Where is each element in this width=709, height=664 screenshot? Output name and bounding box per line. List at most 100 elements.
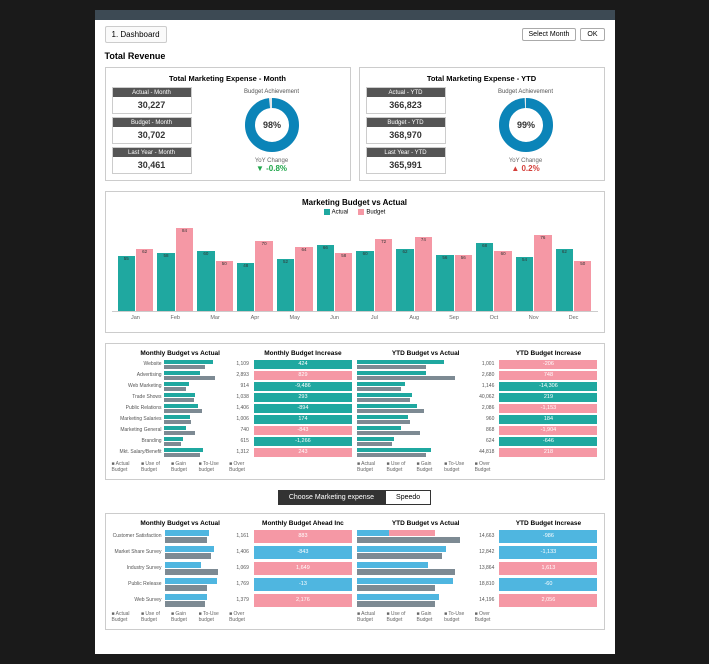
inc-cell: -206 (499, 360, 597, 369)
row-value: 44,818 (474, 449, 494, 455)
table-row: 14,196 (357, 594, 494, 607)
inc-cell: 883 (254, 530, 352, 543)
table-row: Public Release 1,769 (112, 578, 249, 591)
table-col: YTD Budget Increase-206748-14,306219-1,1… (499, 350, 597, 473)
kpi-card: Total Marketing Expense - YTD Actual - Y… (359, 67, 605, 181)
row-value: 624 (474, 438, 494, 444)
hbars (164, 426, 227, 435)
hbars (165, 594, 226, 607)
table-row: Web Survey 1,379 (112, 594, 249, 607)
kpi-metric-label: Actual - YTD (367, 88, 445, 97)
table-row: 14,663 (357, 530, 494, 543)
hbars (357, 578, 471, 591)
bar-budget: 74 (415, 237, 432, 310)
table-col: YTD Budget vs Actual 14,663 12,842 13,86… (357, 520, 494, 623)
table-row: Branding 615 (112, 437, 249, 446)
row-value: 40,062 (474, 394, 494, 400)
bar-group: 62 74 Aug (396, 222, 432, 311)
table-row: 12,842 (357, 546, 494, 559)
bar-month-label: May (277, 315, 313, 321)
table-col-title: Monthly Budget Ahead Inc (254, 520, 352, 527)
kpi-metric: Actual - YTD366,823 (366, 87, 446, 114)
kpi-metric: Last Year - YTD365,991 (366, 147, 446, 174)
bar-budget: 50 (216, 261, 233, 310)
table-col-title: Monthly Budget vs Actual (112, 520, 249, 527)
bar-actual: 68 (476, 243, 493, 310)
hbars (357, 530, 471, 543)
kpi-card: Total Marketing Expense - Month Actual -… (105, 67, 351, 181)
select-month-button[interactable]: Select Month (522, 28, 577, 41)
table-row: 44,818 (357, 448, 494, 457)
inc-cell: 218 (499, 448, 597, 457)
row-value: 1,109 (229, 361, 249, 367)
inc-cell: -1,133 (499, 546, 597, 559)
table-row: 2,680 (357, 371, 494, 380)
inc-cell: -1,904 (499, 426, 597, 435)
bar-month-label: Mar (197, 315, 233, 321)
inc-cell: -894 (254, 404, 352, 413)
inc-cell: 424 (254, 360, 352, 369)
row-label: Web Survey (112, 597, 162, 603)
header: 1. Dashboard Select Month OK (105, 26, 605, 43)
row-label: Website (112, 361, 162, 367)
row-label: Public Release (112, 581, 162, 587)
inc-cell: -646 (499, 437, 597, 446)
row-value: 1,769 (229, 581, 249, 587)
bar-actual: 56 (436, 255, 453, 310)
table-row: 1,001 (357, 360, 494, 369)
inc-cell: 293 (254, 393, 352, 402)
table-row: Website 1,109 (112, 360, 249, 369)
inc-cell: 1,649 (254, 562, 352, 575)
kpi-donut-col: Budget Achievement 98% YoY Change ▼ -0.8… (200, 89, 344, 173)
legend-item: Actual (324, 209, 349, 216)
bar-group: 52 64 May (277, 222, 313, 311)
tab-speedo[interactable]: Speedo (385, 490, 431, 505)
kpi-metric-value: 30,461 (113, 157, 191, 173)
inc-cell: 219 (499, 393, 597, 402)
row-value: 1,001 (474, 361, 494, 367)
table-col-title: YTD Budget Increase (499, 520, 597, 527)
bar-month-label: Apr (237, 315, 273, 321)
bar-month-label: Nov (516, 315, 552, 321)
inc-cell: 2,176 (254, 594, 352, 607)
row-value: 18,810 (474, 581, 494, 587)
bar-group: 60 72 Jul (356, 222, 392, 311)
kpi-row: Total Marketing Expense - Month Actual -… (105, 67, 605, 181)
kpi-metric-label: Last Year - Month (113, 148, 191, 157)
donut-chart: 98% (244, 97, 300, 153)
table-row: 1,146 (357, 382, 494, 391)
kpi-metric-value: 30,227 (113, 97, 191, 113)
bar-actual: 62 (396, 249, 413, 310)
table-row: Mkt. Salary/Benefit 1,312 (112, 448, 249, 457)
hbars (357, 562, 471, 575)
table-row: Market Share Survey 1,406 (112, 546, 249, 559)
hbars (357, 594, 471, 607)
row-label: Marketing General (112, 427, 162, 433)
ok-button[interactable]: OK (580, 28, 604, 41)
inc-cell: -843 (254, 426, 352, 435)
inc-cell: 243 (254, 448, 352, 457)
row-label: Industry Survey (112, 565, 162, 571)
sub-tabs: Choose Marketing expense Speedo (105, 490, 605, 505)
table-row: Advertising 2,893 (112, 371, 249, 380)
table-col: Monthly Budget Ahead Inc883-8431,649-132… (254, 520, 352, 623)
row-value: 1,379 (229, 597, 249, 603)
hbars (357, 360, 472, 369)
row-value: 1,312 (229, 449, 249, 455)
bar-group: 56 56 Sep (436, 222, 472, 311)
chart-legend: ActualBudget (112, 209, 598, 216)
row-value: 12,842 (474, 549, 494, 555)
hbars (165, 578, 226, 591)
dashboard-tab[interactable]: 1. Dashboard (105, 26, 167, 43)
row-value: 868 (474, 427, 494, 433)
tab-marketing-expense[interactable]: Choose Marketing expense (278, 490, 385, 505)
bar-budget: 70 (255, 241, 272, 310)
bar-actual: 58 (157, 253, 174, 310)
row-label: Customer Satisfaction (112, 533, 162, 539)
inc-cell: 1,613 (499, 562, 597, 575)
hbars (357, 415, 472, 424)
donut-label: Budget Achievement (200, 89, 344, 95)
bar-budget: 50 (574, 261, 591, 310)
row-value: 14,196 (474, 597, 494, 603)
table-col: Monthly Budget vs Actual Website 1,109 A… (112, 350, 249, 473)
